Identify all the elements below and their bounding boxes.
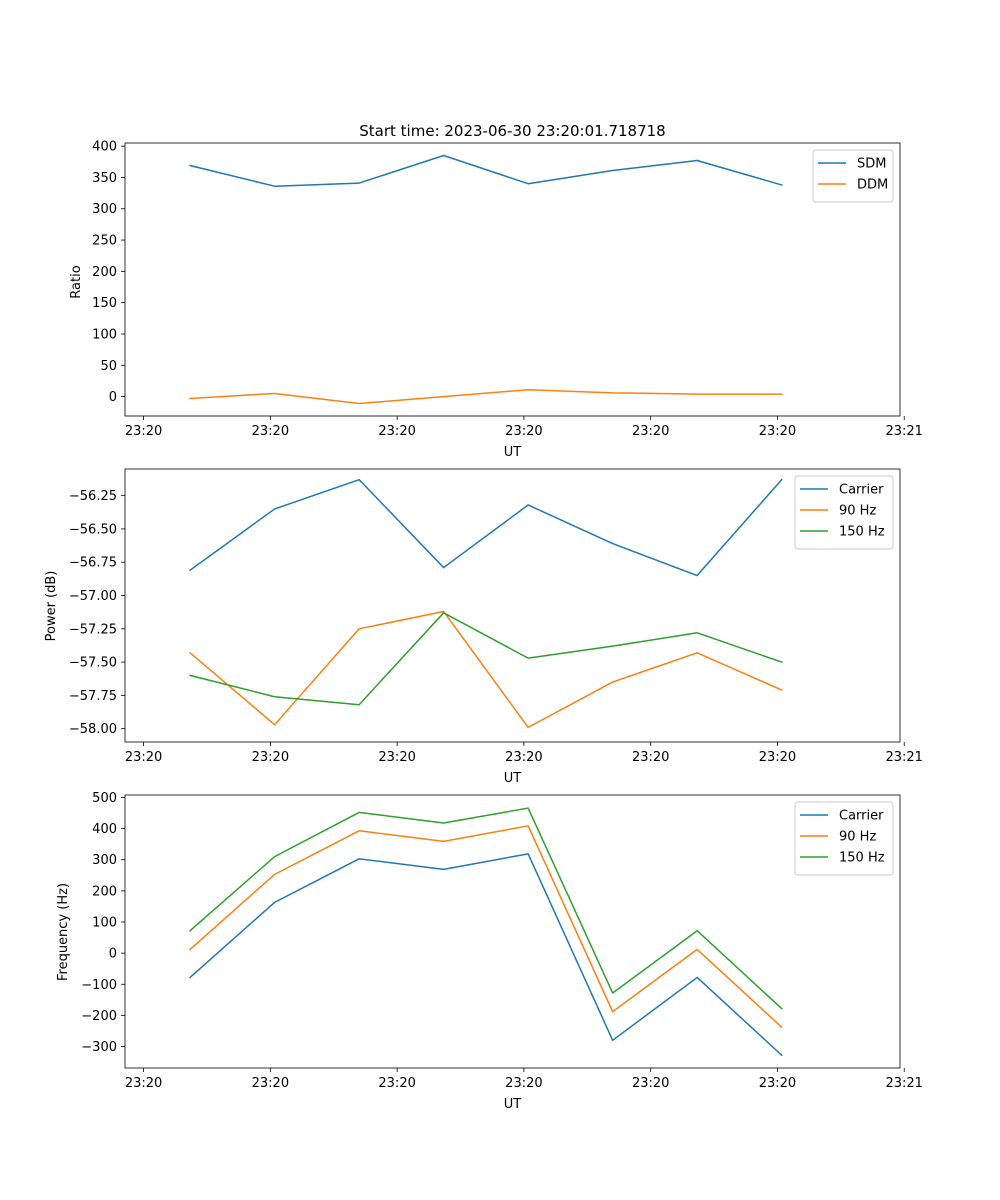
frequency-ytick-label: 300 — [92, 853, 117, 868]
ratio-ytick-label: 50 — [100, 359, 117, 374]
ratio-series-0-line — [189, 154, 783, 187]
frequency-xtick-label: 23:20 — [505, 1076, 542, 1091]
frequency-plot-area: 23:20 23:20 23:20 23:20 23:20 23:20 23:21 −300 −… — [81, 791, 923, 1091]
frequency-legend-label: Carrier — [839, 809, 884, 824]
frequency-series-0-line — [189, 853, 783, 1057]
panel-power: 23:20 23:20 23:20 23:20 23:20 23:20 23:21 −58.0… — [44, 468, 923, 786]
frequency-ytick-label: 500 — [92, 791, 117, 806]
frequency-ytick-label: 400 — [92, 822, 117, 837]
ratio-axes-frame — [124, 142, 901, 417]
ratio-ytick-label: 300 — [92, 202, 117, 217]
ratio-legend: SDM DDM — [812, 149, 894, 203]
ratio-ytick-label: 0 — [109, 390, 117, 405]
ratio-xtick-label: 23:21 — [885, 424, 922, 439]
ratio-xtick-label: 23:20 — [378, 424, 415, 439]
frequency-ytick-label: 100 — [92, 916, 117, 931]
power-legend-label: 150 Hz — [839, 525, 885, 540]
frequency-series-1-line — [189, 825, 783, 1029]
ratio-xtick-label: 23:20 — [632, 424, 669, 439]
frequency-axes-frame — [124, 794, 901, 1069]
ratio-xtick-label: 23:20 — [125, 424, 162, 439]
ratio-xtick-label: 23:20 — [505, 424, 542, 439]
frequency-xlabel: UT — [504, 1097, 522, 1112]
power-axes-frame — [124, 468, 901, 743]
power-xtick-label: 23:20 — [252, 750, 289, 765]
power-ytick-label: −57.75 — [69, 689, 117, 704]
power-series-2-line — [189, 612, 783, 706]
frequency-ytick-label: −100 — [81, 978, 117, 993]
frequency-xtick-label: 23:20 — [378, 1076, 415, 1091]
frequency-xtick-label: 23:20 — [632, 1076, 669, 1091]
ratio-xtick-label: 23:20 — [759, 424, 796, 439]
frequency-legend-label: 90 Hz — [839, 830, 876, 845]
ratio-plot-area: 23:20 23:20 23:20 23:20 23:20 23:20 23:21 0 50 10… — [92, 140, 923, 439]
power-ytick-label: −56.25 — [69, 489, 117, 504]
ratio-ytick-label: 250 — [92, 234, 117, 249]
power-ytick-label: −57.25 — [69, 622, 117, 637]
ratio-ytick-label: 200 — [92, 265, 117, 280]
frequency-ylabel: Frequency (Hz) — [56, 883, 71, 981]
ratio-xlabel: UT — [504, 445, 522, 460]
power-xtick-label: 23:20 — [505, 750, 542, 765]
ratio-series-1-line — [189, 388, 783, 405]
ratio-ytick-label: 350 — [92, 171, 117, 186]
panel-frequency: 23:20 23:20 23:20 23:20 23:20 23:20 23:21 −300 −… — [56, 791, 923, 1112]
ratio-legend-label: SDM — [857, 157, 886, 172]
power-xtick-label: 23:20 — [378, 750, 415, 765]
frequency-xtick-label: 23:20 — [252, 1076, 289, 1091]
panel-ratio: 23:20 23:20 23:20 23:20 23:20 23:20 23:21 0 50 10… — [69, 140, 923, 460]
frequency-ytick-label: 200 — [92, 884, 117, 899]
ratio-legend-label: DDM — [857, 178, 888, 193]
power-ytick-label: −56.50 — [69, 522, 117, 537]
ratio-ylabel: Ratio — [69, 265, 84, 298]
power-xtick-label: 23:20 — [759, 750, 796, 765]
frequency-legend-label: 150 Hz — [839, 851, 885, 866]
power-xtick-label: 23:20 — [632, 750, 669, 765]
frequency-xtick-label: 23:20 — [759, 1076, 796, 1091]
power-ytick-label: −58.00 — [69, 722, 117, 737]
power-series-0-line — [189, 478, 783, 577]
power-plot-area: 23:20 23:20 23:20 23:20 23:20 23:20 23:21 −58.0… — [69, 468, 923, 765]
frequency-ytick-label: −200 — [81, 1009, 117, 1024]
power-ytick-label: −57.00 — [69, 589, 117, 604]
frequency-ytick-label: −300 — [81, 1040, 117, 1055]
power-ytick-label: −57.50 — [69, 656, 117, 671]
frequency-ytick-label: 0 — [109, 947, 117, 962]
power-legend-label: 90 Hz — [839, 504, 876, 519]
power-xlabel: UT — [504, 771, 522, 786]
ratio-xtick-label: 23:20 — [252, 424, 289, 439]
ratio-ytick-label: 150 — [92, 296, 117, 311]
power-xtick-label: 23:21 — [885, 750, 922, 765]
ratio-ytick-label: 400 — [92, 140, 117, 155]
power-xtick-label: 23:20 — [125, 750, 162, 765]
power-legend: Carrier 90 Hz 150 Hz — [794, 475, 894, 550]
ratio-ytick-label: 100 — [92, 327, 117, 342]
frequency-legend: Carrier 90 Hz 150 Hz — [794, 801, 894, 876]
frequency-xtick-label: 23:20 — [125, 1076, 162, 1091]
power-ylabel: Power (dB) — [44, 571, 59, 642]
frequency-series-2-line — [189, 807, 783, 1010]
power-ytick-label: −56.75 — [69, 556, 117, 571]
frequency-xtick-label: 23:21 — [885, 1076, 922, 1091]
power-series-1-line — [189, 610, 783, 729]
figure-title: Start time: 2023-06-30 23:20:01.718718 — [359, 122, 665, 140]
power-legend-label: Carrier — [839, 483, 884, 498]
